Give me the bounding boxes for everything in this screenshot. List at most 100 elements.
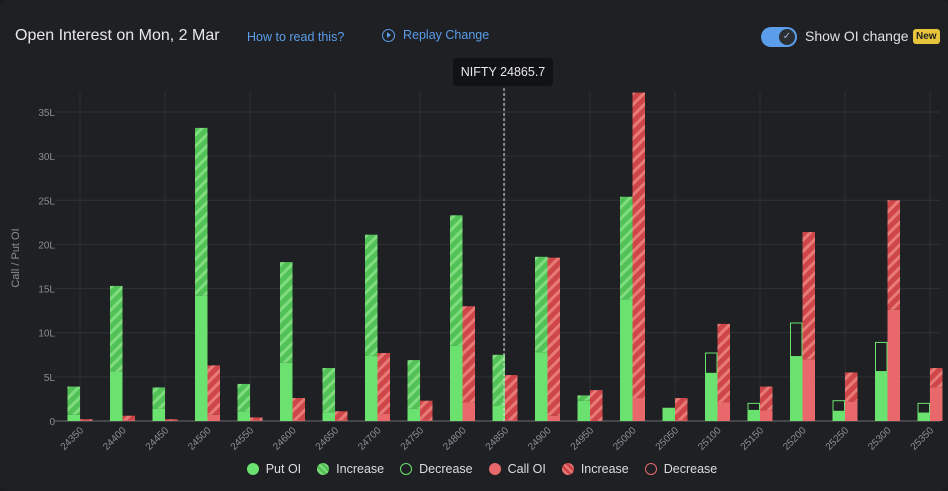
call-increase-bar[interactable]	[80, 419, 93, 421]
call-increase-bar[interactable]	[845, 372, 858, 402]
put-increase-bar[interactable]	[322, 368, 336, 413]
legend-item-put[interactable]: Put OI	[246, 462, 301, 476]
put-decrease-bar[interactable]	[705, 352, 718, 374]
call-oi-bar[interactable]	[802, 359, 816, 421]
call-increase-bar[interactable]	[590, 390, 603, 421]
put-oi-bar[interactable]	[280, 362, 293, 421]
call-oi-bar[interactable]	[462, 402, 476, 421]
call-oi-bar[interactable]	[930, 387, 943, 421]
put-decrease-bar[interactable]	[790, 322, 803, 358]
show-oi-change-label: Show OI change	[805, 28, 909, 44]
put-increase-bar[interactable]	[237, 383, 251, 412]
call-increase-bar[interactable]	[420, 400, 433, 421]
how-to-read-link[interactable]: How to read this?	[247, 30, 345, 44]
show-oi-change-toggle[interactable]: ✓	[761, 27, 797, 47]
put-decrease-bar[interactable]	[832, 400, 845, 412]
put-increase-bar[interactable]	[450, 215, 463, 346]
call-increase-bar[interactable]	[377, 353, 391, 414]
put-oi-bar[interactable]	[322, 412, 336, 421]
call-increase-bar[interactable]	[930, 368, 943, 388]
call-oi-bar[interactable]	[420, 420, 433, 421]
call-increase-bar[interactable]	[122, 415, 136, 421]
call-increase-bar[interactable]	[675, 398, 688, 421]
put-increase-bar[interactable]	[492, 354, 506, 406]
put-increase-bar[interactable]	[407, 360, 421, 409]
x-tick-label: 24650	[314, 425, 342, 453]
call-increase-bar[interactable]	[887, 200, 901, 310]
page-title: Open Interest on Mon, 2 Mar	[15, 27, 220, 44]
call-oi-bar[interactable]	[292, 420, 306, 421]
put-decrease-bar[interactable]	[875, 341, 888, 373]
call-oi-bar[interactable]	[165, 420, 178, 421]
put-oi-bar[interactable]	[620, 299, 633, 421]
legend-item-call-inc[interactable]: Increase	[561, 462, 629, 476]
put-increase-bar[interactable]	[195, 127, 208, 296]
call-oi-bar[interactable]	[675, 420, 688, 421]
call-oi-bar[interactable]	[377, 413, 391, 421]
call-increase-bar[interactable]	[462, 306, 476, 403]
call-increase-bar[interactable]	[802, 232, 816, 360]
legend-item-call-dec[interactable]: Decrease	[644, 462, 717, 476]
put-increase-bar[interactable]	[535, 256, 548, 353]
put-oi-bar[interactable]	[237, 411, 251, 421]
put-increase-bar[interactable]	[620, 196, 633, 300]
call-oi-bar[interactable]	[632, 398, 646, 421]
put-oi-bar[interactable]	[110, 371, 123, 421]
x-tick-label: 25350	[909, 425, 937, 453]
call-increase-bar[interactable]	[292, 398, 306, 421]
call-increase-bar[interactable]	[760, 386, 773, 411]
put-oi-bar[interactable]	[747, 410, 761, 421]
call-increase-bar[interactable]	[335, 411, 348, 421]
call-increase-bar[interactable]	[207, 365, 221, 415]
put-oi-bar[interactable]	[535, 352, 548, 421]
put-oi-bar[interactable]	[195, 295, 208, 421]
call-oi-bar[interactable]	[547, 415, 561, 421]
put-increase-bar[interactable]	[67, 386, 81, 415]
call-increase-bar[interactable]	[250, 417, 263, 421]
x-tick-label: 25250	[824, 425, 852, 453]
y-tick-label: 0	[49, 417, 55, 428]
put-oi-bar[interactable]	[662, 407, 676, 421]
call-increase-bar[interactable]	[165, 419, 178, 421]
call-increase-bar[interactable]	[632, 92, 646, 399]
play-circle-icon	[382, 28, 395, 42]
put-oi-bar[interactable]	[365, 355, 378, 421]
call-oi-bar[interactable]	[250, 420, 263, 421]
put-oi-bar[interactable]	[492, 405, 506, 421]
put-oi-bar[interactable]	[577, 400, 591, 421]
call-oi-bar[interactable]	[717, 402, 731, 421]
replay-change-button[interactable]: Replay Change	[382, 28, 489, 42]
put-increase-bar[interactable]	[365, 234, 378, 356]
put-oi-bar[interactable]	[875, 371, 888, 421]
legend-item-call[interactable]: Call OI	[488, 462, 546, 476]
put-increase-bar[interactable]	[577, 395, 591, 401]
call-increase-bar[interactable]	[547, 257, 561, 416]
call-increase-bar[interactable]	[717, 323, 731, 403]
call-increase-bar[interactable]	[505, 375, 518, 421]
put-oi-bar[interactable]	[917, 413, 931, 421]
call-oi-bar[interactable]	[760, 410, 773, 421]
put-oi-bar[interactable]	[407, 408, 421, 421]
put-oi-bar[interactable]	[450, 345, 463, 421]
put-oi-bar[interactable]	[790, 356, 803, 421]
x-tick-label: 25100	[696, 425, 724, 453]
call-oi-bar[interactable]	[505, 420, 518, 421]
put-increase-bar[interactable]	[152, 387, 166, 409]
call-oi-bar[interactable]	[335, 420, 348, 421]
call-oi-bar[interactable]	[80, 420, 93, 421]
put-oi-bar[interactable]	[67, 414, 81, 421]
call-oi-bar[interactable]	[122, 420, 136, 421]
call-oi-bar[interactable]	[845, 401, 858, 421]
legend-item-put-inc[interactable]: Increase	[317, 462, 384, 476]
put-oi-bar[interactable]	[152, 408, 166, 421]
legend-item-put-dec[interactable]: Decrease	[400, 462, 473, 476]
call-oi-bar[interactable]	[887, 309, 901, 421]
call-oi-bar[interactable]	[207, 414, 221, 421]
put-oi-bar[interactable]	[705, 373, 718, 421]
put-increase-bar[interactable]	[280, 262, 293, 363]
put-decrease-bar[interactable]	[917, 402, 930, 414]
put-oi-bar[interactable]	[832, 411, 846, 421]
x-tick-label: 24850	[484, 425, 512, 453]
put-decrease-bar[interactable]	[747, 402, 760, 411]
put-increase-bar[interactable]	[110, 285, 123, 372]
